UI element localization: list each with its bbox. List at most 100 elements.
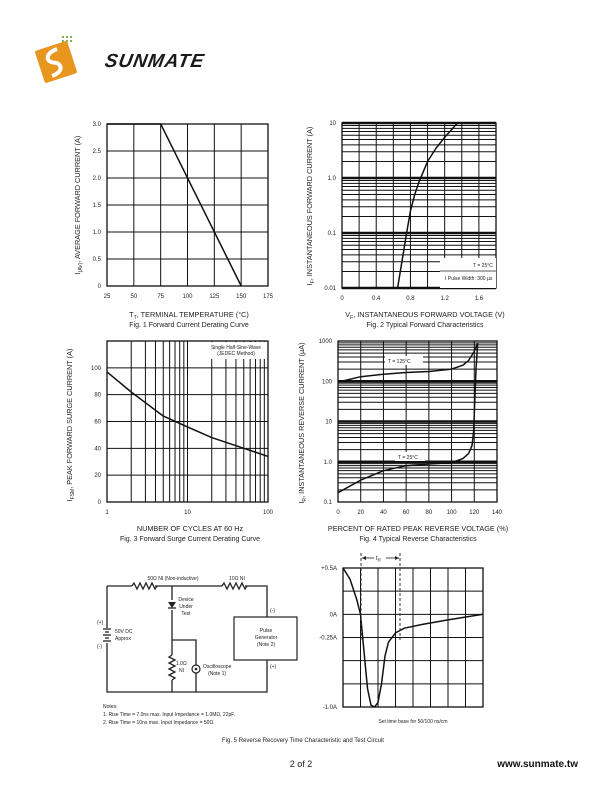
y-tick-label: 0.01 [324,286,336,292]
svg-text:50Ω NI (Non-inductive): 50Ω NI (Non-inductive) [148,576,199,582]
x-tick-label: 10 [184,510,191,516]
fig1-chart: 25 50 75 100 125 150 175 0 0.5 1.0 1.5 2.0 2.5 3.0 [93,122,274,300]
fig3-legend: Single Half-Sine-Wave (JEDEC Method) [206,342,266,359]
y-tick-label: 1000 [319,339,333,345]
svg-text:Generator: Generator [255,635,278,641]
svg-text:trr: trr [376,556,381,564]
svg-text:50V DC: 50V DC [115,629,133,635]
website-link[interactable]: www.sunmate.tw [496,759,578,770]
oscilloscope-icon [191,664,201,674]
fig2-chart: 0 0.4 0.8 1.2 1.6 0.01 0.1 1.0 10 [324,121,497,302]
x-tick-label: 80 [426,510,433,516]
x-tick-label: 0 [340,296,344,302]
pulse-generator-box [233,616,298,661]
fig4-ylabel: IR, INSTANTANEOUS REVERSE CURRENT (µA) [297,342,308,503]
y-tick-label: 100 [91,366,102,372]
x-tick-label: 50 [130,294,137,300]
svg-text:(Note 2): (Note 2) [257,642,275,648]
fig4-xlabel: PERCENT OF RATED PEAK REVERSE VOLTAGE (%… [328,524,508,533]
page-number: 2 of 2 [290,759,313,769]
x-tick-label: 150 [236,294,247,300]
y-tick-label: -1.0A [323,705,337,711]
y-tick-label: 3.0 [93,122,102,128]
plot-frame [342,567,484,708]
data-curve [396,122,459,289]
fig5-notes: Notes: 1. Rise Time = 7.0ns max. Input I… [103,704,235,726]
svg-text:2. Rise Time = 10ns max. Input: 2. Rise Time = 10ns max. Input Impedance… [103,720,215,726]
fig4-curve-labels: T = 125°C T = 25°C [385,356,425,461]
x-tick-label: 100 [182,294,193,300]
fig3-ylabel: IFSM, PEAK FORWARD SURGE CURRENT (A) [65,349,76,502]
x-tick-label: 0.8 [406,296,415,302]
plot-frame [341,122,497,289]
y-tick-label: 20 [94,473,101,479]
svg-text:Test: Test [181,611,191,617]
svg-text:NI: NI [179,668,184,674]
svg-text:Oscilloscope: Oscilloscope [203,664,232,670]
data-curve [106,371,269,458]
resistor-50-icon [131,581,158,591]
svg-text:Device: Device [178,597,194,603]
fig1-caption: Fig. 1 Forward Current Derating Curve [129,322,249,329]
svg-text:(+): (+) [97,620,104,626]
x-tick-label: 0 [336,510,340,516]
y-tick-label: 0 [98,284,102,290]
data-curve [337,342,479,494]
x-tick-label: 175 [263,294,274,300]
svg-text:Pulse: Pulse [260,628,273,634]
resistor-10-icon [221,581,248,591]
y-tick-label: 0 [98,500,102,506]
plot-frame [337,340,498,503]
y-tick-label: 1.0 [93,230,102,236]
fig4-caption: Fig. 4 Typical Reverse Characteristics [359,536,477,543]
svg-text:(JEDEC Method): (JEDEC Method) [217,351,255,357]
fig1-ylabel: I(AV), AVERAGE FORWARD CURRENT (A) [73,136,84,275]
x-tick-label: 100 [447,510,458,516]
trr-marker: trr [360,553,401,640]
x-tick-label: 20 [357,510,364,516]
fig4-chart: 0 20 40 60 80 100 120 140 0.1 1.0 10 100 1000 [319,339,503,516]
logo-wordmark: SUNMATE [103,51,206,72]
fig1-xlabel: TT, TERMINAL TEMPERATURE (°C) [129,310,249,321]
y-tick-label: 2.0 [93,176,102,182]
svg-text:T = 25°C: T = 25°C [473,263,493,269]
svg-text:(-): (-) [270,608,275,614]
x-tick-label: 120 [469,510,480,516]
battery-icon [103,628,111,642]
x-tick-label: 40 [380,510,387,516]
fig2-xlabel: VF, INSTANTANEOUS FORWARD VOLTAGE (V) [345,310,504,321]
svg-text:I Pulse Width: 300 µs: I Pulse Width: 300 µs [445,276,493,282]
x-tick-label: 25 [104,294,111,300]
x-tick-label: 75 [157,294,164,300]
y-tick-label: 1.0 [324,460,333,466]
y-tick-label: 1.5 [93,203,102,209]
x-tick-label: 100 [263,510,274,516]
y-tick-label: +0.5A [321,566,337,572]
plot-frame [106,340,269,503]
sunmate-logo: SUNMATE [35,36,206,83]
y-tick-label: 40 [94,446,101,452]
y-tick-label: 100 [322,379,333,385]
fig3-chart: 1 10 100 0 20 40 60 80 100 [91,340,274,516]
y-tick-label: 2.5 [93,149,102,155]
y-tick-label: 0.1 [324,500,333,506]
svg-text:T = 25°C: T = 25°C [398,455,418,461]
svg-text:Under: Under [179,604,193,610]
y-tick-label: -0.25A [319,636,337,642]
svg-text:Approx: Approx [115,636,131,642]
y-tick-label: 60 [94,420,101,426]
data-curve [107,123,242,287]
y-tick-label: 80 [94,393,101,399]
y-tick-label: 10 [329,121,336,127]
fig2-legend: T = 25°C I Pulse Width: 300 µs [440,258,496,288]
y-tick-label: 0.1 [328,231,337,237]
y-tick-label: 0A [330,612,337,618]
fig2-caption: Fig. 2 Typical Forward Characteristics [367,322,484,329]
x-tick-label: 125 [209,294,220,300]
fig3-xlabel: NUMBER OF CYCLES AT 60 Hz [137,524,244,533]
x-tick-label: 1 [105,510,109,516]
x-tick-label: 1.6 [475,296,484,302]
x-tick-label: 60 [403,510,410,516]
y-tick-label: 1.0 [328,176,337,182]
